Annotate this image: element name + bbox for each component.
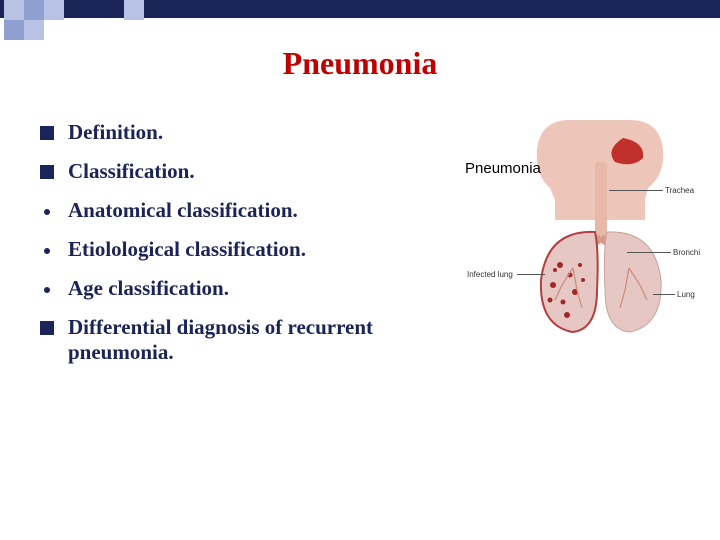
- lung-left-infected: [541, 232, 598, 332]
- square-bullet-icon: [40, 321, 54, 335]
- list-item: Anatomical classification.: [40, 198, 470, 223]
- leader-trachea: [609, 190, 663, 191]
- diagram-title: Pneumonia: [465, 160, 541, 177]
- leader-lung: [653, 294, 675, 295]
- square-bullet-icon: [40, 165, 54, 179]
- label-trachea: Trachea: [665, 186, 694, 195]
- list-item-text: Etiolological classification.: [68, 237, 306, 262]
- dot-bullet-icon: [44, 248, 50, 254]
- bullet-list: Definition. Classification. Anatomical cla…: [40, 120, 470, 379]
- dot-bullet-icon: [44, 209, 50, 215]
- list-item: Classification.: [40, 159, 470, 184]
- lung-right: [604, 232, 661, 332]
- label-lung: Lung: [677, 290, 695, 299]
- list-item-text: Differential diagnosis of recurrent pneu…: [68, 315, 470, 365]
- list-item: Age classification.: [40, 276, 470, 301]
- label-bronchi: Bronchi: [673, 248, 700, 257]
- dot-bullet-icon: [44, 287, 50, 293]
- list-item-text: Definition.: [68, 120, 163, 145]
- slide-accent-bar: [0, 0, 720, 18]
- list-item-text: Age classification.: [68, 276, 229, 301]
- slide-title: Pneumonia: [0, 45, 720, 82]
- list-item: Definition.: [40, 120, 470, 145]
- square-bullet-icon: [40, 126, 54, 140]
- leader-bronchi: [627, 252, 671, 253]
- leader-infected: [517, 274, 545, 275]
- list-item: Etiolological classification.: [40, 237, 470, 262]
- anatomy-svg: [455, 120, 695, 350]
- list-item: Differential diagnosis of recurrent pneu…: [40, 315, 470, 365]
- label-infected: Infected lung: [467, 270, 513, 279]
- list-item-text: Anatomical classification.: [68, 198, 298, 223]
- pneumonia-diagram: Pneumonia Trachea Bronchi Lung Infected …: [455, 120, 695, 350]
- trachea-shape: [595, 162, 607, 240]
- list-item-text: Classification.: [68, 159, 195, 184]
